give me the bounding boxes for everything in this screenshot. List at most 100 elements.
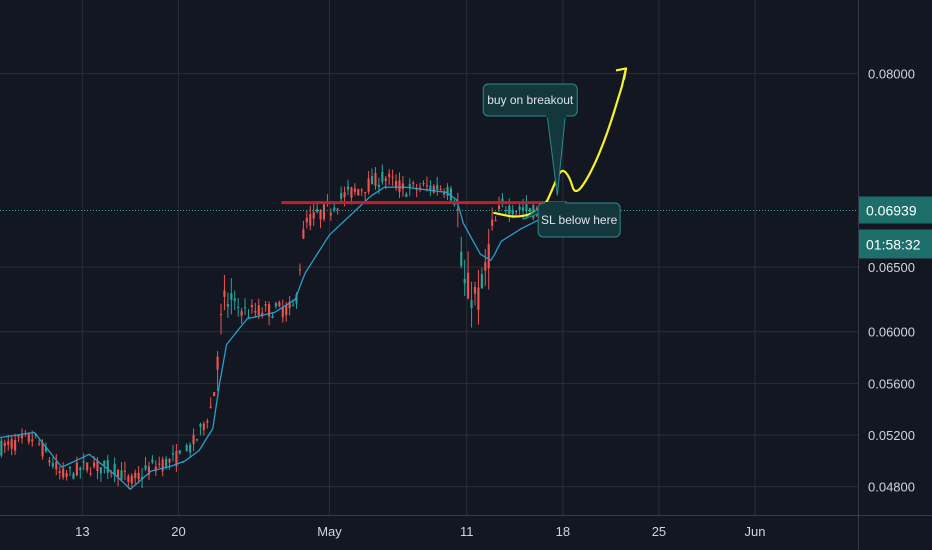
- candle-body: [240, 311, 243, 316]
- candle-body: [86, 462, 89, 471]
- candle-body: [312, 212, 315, 219]
- candle-body: [316, 208, 319, 212]
- candle-body: [192, 434, 195, 444]
- candle-body: [508, 205, 511, 215]
- x-tick-label: 20: [171, 524, 185, 539]
- candle-body: [199, 424, 202, 427]
- x-tick-label: 13: [75, 524, 89, 539]
- candle-body: [62, 468, 65, 478]
- candle-body: [412, 182, 415, 184]
- candle-body: [408, 184, 411, 188]
- candle-body: [494, 220, 497, 222]
- x-tick-label: May: [317, 524, 342, 539]
- candle-body: [528, 208, 531, 212]
- candle-body: [151, 459, 154, 463]
- candle-body: [17, 435, 20, 438]
- candle-body: [518, 206, 521, 210]
- candle-body: [292, 304, 295, 306]
- candle-body: [0, 440, 3, 456]
- candle-body: [367, 178, 370, 192]
- y-tick-label: 0.04800: [868, 480, 915, 495]
- candle-body: [456, 209, 459, 211]
- candle-body: [158, 463, 161, 465]
- candle-body: [257, 305, 260, 315]
- sl-callout-text: SL below here: [541, 213, 618, 227]
- candle-body: [329, 212, 332, 216]
- candle-body: [377, 184, 380, 188]
- candle-body: [322, 204, 326, 220]
- candle-body: [432, 185, 435, 193]
- candle-body: [230, 293, 233, 300]
- candle-body: [147, 466, 151, 475]
- candle-body: [521, 207, 525, 211]
- candle-body: [295, 294, 298, 304]
- candle-body: [178, 450, 181, 454]
- candle-body: [247, 316, 250, 318]
- candle-body: [271, 315, 274, 319]
- candle-body: [216, 356, 219, 370]
- projection-path: [493, 85, 623, 218]
- candle-body: [223, 290, 226, 297]
- candle-body: [3, 442, 6, 446]
- candle-body: [381, 171, 384, 182]
- y-axis-labels: 0.08000 0.06500 0.06000 0.05600 0.05200 0.048…: [868, 67, 915, 495]
- candle-body: [463, 279, 466, 284]
- x-tick-label: 25: [652, 524, 666, 539]
- candle-body: [106, 460, 109, 473]
- candle-body: [38, 443, 41, 445]
- candle-body: [189, 444, 192, 453]
- candle-body: [96, 460, 99, 472]
- candle-body: [360, 189, 363, 191]
- candle-body: [165, 458, 168, 468]
- candle-body: [7, 441, 10, 445]
- candle-body: [384, 178, 387, 181]
- candle-body: [154, 466, 157, 472]
- candle-body: [130, 475, 133, 484]
- candle-body: [443, 192, 446, 195]
- candle-body: [274, 303, 277, 307]
- candle-body: [195, 439, 199, 441]
- candle-body: [254, 310, 257, 313]
- candle-body: [281, 307, 284, 318]
- candle-body: [436, 184, 439, 190]
- candle-body: [161, 459, 164, 472]
- candle-body: [20, 434, 24, 439]
- y-tick-label: 0.06500: [868, 260, 915, 275]
- candle-body: [171, 453, 175, 455]
- candle-body: [89, 472, 92, 475]
- y-tick-label: 0.05600: [868, 376, 915, 391]
- grid-lines: [0, 0, 858, 515]
- candle-body: [58, 471, 61, 474]
- candle-body: [525, 204, 528, 211]
- candle-body: [168, 458, 171, 463]
- candle-body: [31, 439, 34, 442]
- candle-body: [340, 193, 343, 199]
- current-price-text: 0.06939: [866, 203, 917, 219]
- projection-arrow-head: [615, 67, 628, 80]
- candle-body: [113, 463, 116, 476]
- candle-body: [79, 467, 82, 471]
- x-axis-labels: 13 20 May 11 18 25 Jun: [75, 524, 765, 539]
- candle-body: [127, 476, 130, 482]
- candle-body: [305, 217, 308, 223]
- candle-body: [319, 210, 322, 220]
- candle-body: [370, 175, 374, 185]
- moving-average-line: [0, 186, 543, 491]
- candle-body: [10, 439, 13, 449]
- x-tick-label: 11: [460, 524, 474, 539]
- candle-body: [401, 183, 404, 189]
- y-tick-label: 0.05200: [868, 428, 915, 443]
- candle-body: [185, 445, 188, 451]
- buy-callout-joint: [546, 114, 567, 118]
- candle-body: [336, 208, 339, 210]
- candle-body: [75, 462, 78, 476]
- candle-body: [233, 298, 236, 301]
- candle-body: [501, 198, 504, 202]
- candle-body: [504, 210, 507, 212]
- candle-body: [141, 477, 144, 479]
- candle-body: [353, 188, 356, 192]
- candle-body: [137, 472, 140, 480]
- candle-body: [103, 460, 106, 466]
